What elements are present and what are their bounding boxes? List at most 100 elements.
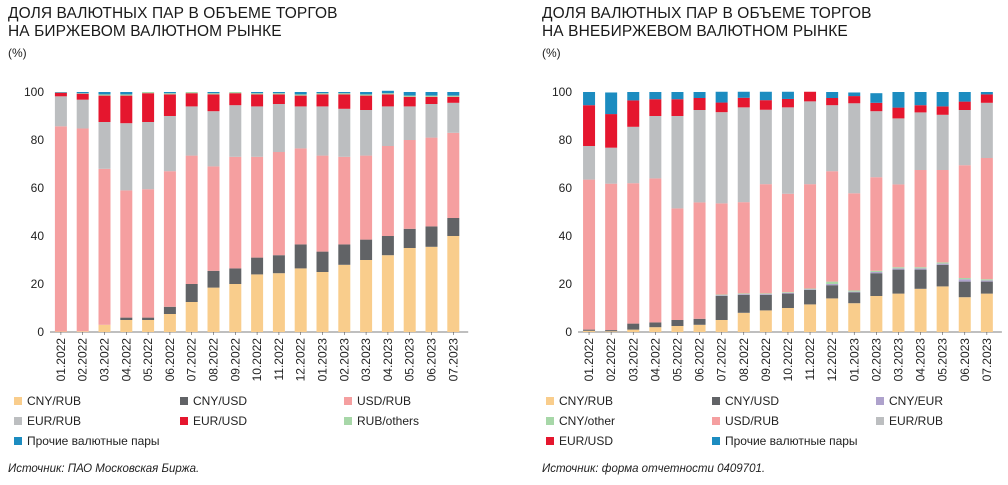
left-bar-cny-usd-11.2022 — [272, 255, 285, 274]
left-bar-eur-rub-09.2022 — [229, 105, 242, 157]
left-bar-usd-rub-10.2022 — [251, 156, 264, 258]
right-bar-прочие-валютные-пары-08.2022 — [737, 91, 750, 98]
left-bar-cny-usd-05.2023 — [403, 228, 416, 248]
right-title-line2: НА ВНЕБИРЖЕВОМ ВАЛЮТНОМ РЫНКЕ — [542, 23, 848, 40]
right-bar-usd-rub-03.2022 — [627, 183, 640, 324]
right-xtick-09.2022: 09.2022 — [759, 338, 773, 382]
right-bar-cny-eur-07.2023 — [980, 280, 993, 282]
left-bar-cny-rub-05.2022 — [142, 320, 155, 332]
right-ytick-100: 100 — [552, 85, 572, 99]
left-xtick-07.2023: 07.2023 — [446, 338, 460, 382]
left-legend-item-eur-rub: EUR/RUB — [14, 414, 81, 428]
left-bar-cny-rub-02.2022 — [76, 331, 89, 332]
left-xtick-10.2022: 10.2022 — [250, 338, 264, 382]
left-stacked-bar-chart: 0 20 40 60 80 100 01.2022 02.2022 03.2022 04.2022… — [24, 85, 469, 382]
right-bar-прочие-валютные-пары-01.2022 — [583, 92, 596, 106]
right-xtick-12.2022: 12.2022 — [825, 338, 839, 382]
right-bar-cny-usd-03.2022 — [627, 323, 640, 330]
left-bar-rub-others-07.2022 — [185, 92, 198, 94]
left-bar-rub-others-03.2022 — [98, 94, 111, 96]
left-bar-cny-rub-10.2022 — [251, 274, 264, 332]
left-bar-eur-rub-02.2022 — [76, 99, 89, 129]
right-bar-cny-eur-11.2022 — [804, 289, 817, 290]
left-bar-usd-rub-07.2023 — [447, 132, 460, 218]
left-bar-cny-rub-11.2022 — [272, 273, 285, 332]
right-legend-label-eur-rub: EUR/RUB — [889, 414, 944, 428]
right-bar-usd-rub-07.2023 — [980, 158, 993, 280]
right-bar-cny-usd-02.2023 — [870, 273, 883, 296]
left-bar-прочие-валютные-пары-03.2022 — [98, 92, 111, 95]
right-xtick-08.2022: 08.2022 — [737, 338, 751, 382]
right-bar-cny-eur-12.2022 — [826, 284, 839, 286]
right-bar-eur-rub-10.2022 — [781, 107, 794, 194]
right-bar-eur-rub-06.2023 — [958, 110, 971, 166]
right-bar-usd-rub-04.2023 — [914, 170, 927, 268]
left-legend-item-cny-rub: CNY/RUB — [14, 394, 81, 408]
left-bar-usd-rub-06.2023 — [425, 137, 438, 227]
right-bar-usd-rub-01.2023 — [848, 193, 861, 291]
right-bar-cny-rub-01.2023 — [848, 303, 861, 332]
left-bar-cny-usd-09.2022 — [229, 268, 242, 284]
right-chart-title: ДОЛЯ ВАЛЮТНЫХ ПАР В ОБЪЕМЕ ТОРГОВ НА ВНЕ… — [542, 5, 872, 41]
right-bar-прочие-валютные-пары-10.2022 — [781, 91, 794, 99]
left-bar-cny-rub-06.2022 — [163, 314, 176, 332]
right-bar-cny-usd-05.2022 — [671, 320, 684, 326]
left-bar-eur-rub-06.2023 — [425, 104, 438, 138]
left-bar-usd-rub-01.2023 — [316, 155, 329, 252]
right-bar-usd-rub-11.2022 — [804, 184, 817, 289]
left-bar-cny-rub-07.2022 — [185, 302, 198, 332]
right-bar-usd-rub-02.2022 — [605, 183, 618, 331]
right-bar-cny-rub-03.2022 — [627, 329, 640, 332]
right-bar-cny-eur-02.2023 — [870, 272, 883, 274]
left-xtick-04.2022: 04.2022 — [119, 338, 133, 382]
left-bar-cny-rub-03.2023 — [360, 260, 373, 332]
left-title-line1: ДОЛЯ ВАЛЮТНЫХ ПАР В ОБЪЕМЕ ТОРГОВ — [8, 5, 338, 22]
left-xtick-05.2022: 05.2022 — [141, 338, 155, 382]
left-xtick-12.2022: 12.2022 — [294, 338, 308, 382]
right-bar-eur-usd-01.2022 — [583, 105, 596, 146]
right-bar-usd-rub-08.2022 — [737, 202, 750, 294]
left-bar-eur-usd-05.2023 — [403, 96, 416, 107]
right-bar-cny-rub-03.2023 — [892, 293, 905, 332]
left-legend-label-cny-rub: CNY/RUB — [27, 394, 82, 408]
right-bar-cny-rub-08.2022 — [737, 312, 750, 332]
right-bar-cny-rub-01.2022 — [583, 330, 596, 332]
right-xtick-04.2022: 04.2022 — [648, 338, 662, 382]
right-bar-cny-rub-07.2023 — [980, 293, 993, 332]
right-bar-eur-usd-02.2022 — [605, 114, 618, 148]
left-bar-eur-usd-03.2023 — [360, 95, 373, 110]
left-bar-eur-rub-01.2023 — [316, 106, 329, 156]
right-legend-label-cny-usd: CNY/USD — [725, 394, 780, 408]
right-legend-item-cny-usd: CNY/USD — [712, 394, 779, 408]
right-bar-cny-usd-06.2022 — [693, 318, 706, 325]
right-bar-cny-rub-02.2023 — [870, 296, 883, 332]
left-legend-swatch-usd-rub — [344, 397, 352, 405]
left-title-line2: НА БИРЖЕВОМ ВАЛЮТНОМ РЫНКЕ — [8, 23, 282, 40]
left-bar-cny-usd-07.2023 — [447, 218, 460, 236]
left-bar-eur-usd-12.2022 — [294, 95, 307, 107]
right-bar-usd-rub-06.2023 — [958, 165, 971, 278]
left-bar-cny-rub-06.2023 — [425, 246, 438, 332]
right-bar-cny-usd-04.2022 — [649, 322, 662, 328]
right-bar-usd-rub-12.2022 — [826, 171, 839, 282]
right-bar-eur-rub-04.2023 — [914, 112, 927, 170]
left-bar-rub-others-03.2023 — [360, 94, 373, 96]
left-bar-usd-rub-01.2022 — [54, 126, 67, 332]
left-ytick-100: 100 — [24, 85, 44, 99]
right-bar-usd-rub-06.2022 — [693, 202, 706, 319]
left-ytick-40: 40 — [31, 229, 45, 243]
right-bar-eur-usd-05.2022 — [671, 99, 684, 116]
right-bar-cny-other-04.2023 — [914, 267, 927, 269]
right-legend-label-eur-usd: EUR/USD — [559, 434, 614, 448]
right-legend-label-cny-eur: CNY/EUR — [889, 394, 944, 408]
right-bar-прочие-валютные-пары-04.2022 — [649, 92, 662, 100]
right-bar-eur-rub-05.2023 — [936, 114, 949, 170]
left-bar-прочие-валютные-пары-10.2022 — [251, 92, 264, 94]
right-bar-прочие-валютные-пары-04.2023 — [914, 92, 927, 106]
left-bar-cny-rub-07.2023 — [447, 236, 460, 332]
right-bar-прочие-валютные-пары-07.2022 — [715, 91, 728, 103]
right-xtick-03.2023: 03.2023 — [891, 338, 905, 382]
left-xtick-04.2023: 04.2023 — [381, 338, 395, 382]
right-bar-cny-usd-09.2022 — [759, 294, 772, 311]
left-bar-eur-usd-02.2022 — [76, 93, 89, 100]
